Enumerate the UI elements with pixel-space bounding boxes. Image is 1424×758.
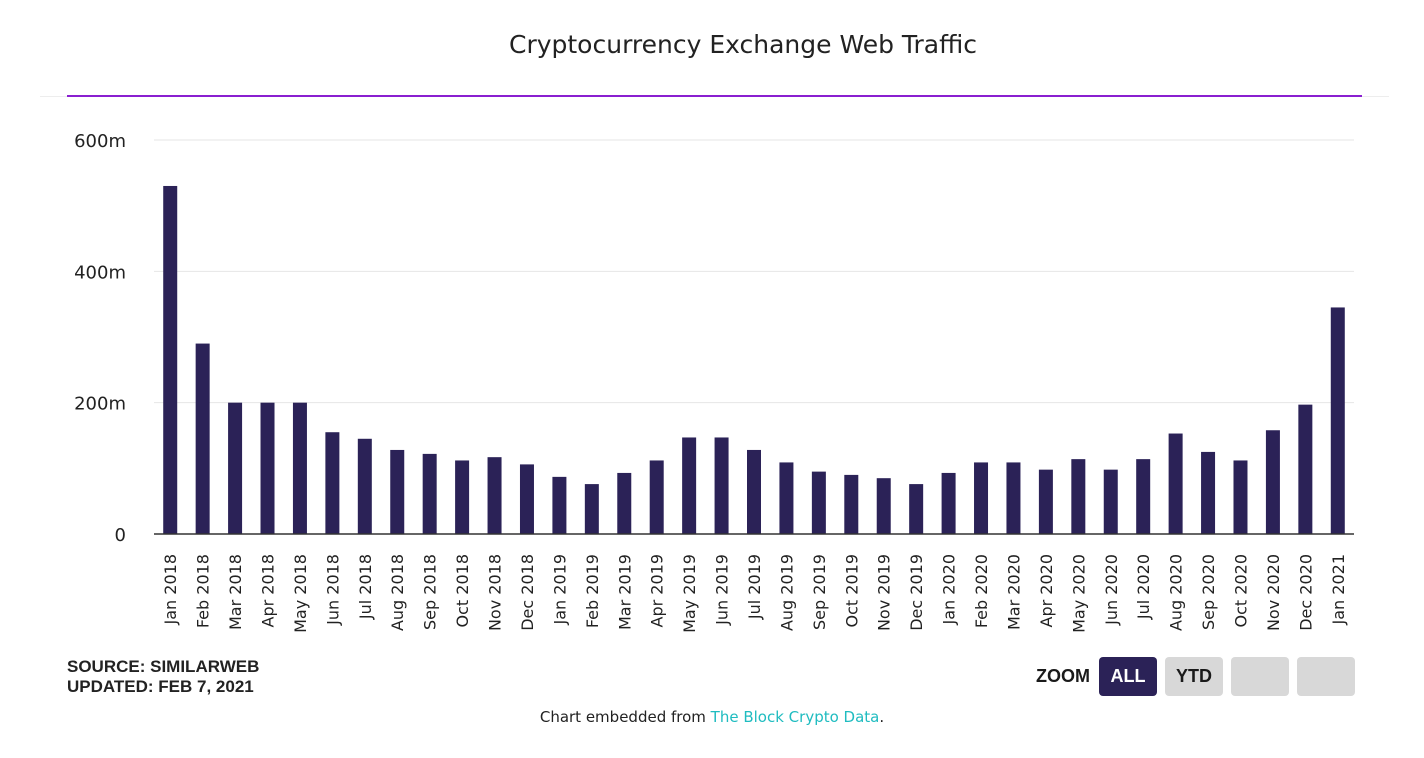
x-tick-label: Jun 2018: [323, 554, 342, 626]
bar: [390, 449, 405, 534]
source-info: SOURCE: SIMILARWEB UPDATED: FEB 7, 2021: [67, 657, 259, 697]
x-tick-label: Aug 2019: [777, 554, 796, 631]
bar: [941, 472, 956, 534]
embed-note: Chart embedded from The Block Crypto Dat…: [0, 708, 1424, 726]
x-tick-label: Feb 2018: [194, 554, 213, 628]
bar: [747, 449, 761, 534]
x-tick-label: May 2018: [291, 554, 310, 633]
accent-line: [67, 95, 1362, 97]
zoom-ytd-button[interactable]: YTD: [1165, 657, 1223, 696]
bar: [1103, 469, 1118, 534]
bar: [974, 462, 989, 534]
bar: [876, 478, 891, 534]
bar: [779, 462, 794, 534]
x-tick-label: Mar 2019: [615, 554, 634, 630]
zoom-all-button[interactable]: ALL: [1099, 657, 1157, 696]
x-tick-label: Aug 2018: [388, 554, 407, 631]
y-tick-label: 200m: [74, 394, 126, 415]
embed-prefix: Chart embedded from: [539, 708, 711, 726]
bar-chart: 0 200m 400m 600m Jan 2018 Feb 2018 Mar 2018 Apr…: [74, 131, 1354, 633]
bar: [584, 484, 599, 534]
bar: [1168, 433, 1183, 534]
bar: [1136, 459, 1151, 534]
y-tick-label: 0: [115, 525, 126, 546]
bar: [909, 484, 924, 534]
bar: [1330, 307, 1345, 534]
x-tick-label: Nov 2020: [1264, 554, 1283, 631]
bar: [1233, 460, 1248, 534]
y-tick-label: 600m: [74, 131, 126, 152]
bar: [292, 402, 307, 534]
x-tick-label: Dec 2020: [1296, 554, 1315, 631]
x-tick-label: Jan 2019: [550, 554, 569, 625]
x-tick-label: Jan 2021: [1329, 554, 1348, 625]
x-tick-label: Apr 2019: [648, 554, 667, 627]
x-tick-label: Aug 2020: [1167, 554, 1186, 631]
bar: [714, 437, 729, 534]
zoom-blank-button-2[interactable]: [1297, 657, 1355, 696]
bar: [1265, 430, 1280, 534]
x-tick-label: Oct 2018: [453, 554, 472, 627]
bar: [1201, 451, 1216, 534]
bar: [552, 476, 567, 534]
x-tick-label: Mar 2018: [226, 554, 245, 630]
x-tick-label: Feb 2019: [583, 554, 602, 628]
x-tick-label: Mar 2020: [1004, 554, 1023, 630]
bar: [357, 438, 372, 534]
x-tick-label: Jan 2018: [161, 554, 180, 625]
bar: [195, 343, 210, 534]
x-tick-label: Dec 2019: [907, 554, 926, 631]
x-tick-label: Jan 2020: [940, 554, 959, 625]
bar: [260, 402, 275, 534]
x-tick-label: Oct 2019: [842, 554, 861, 627]
bar: [455, 460, 470, 534]
embed-suffix: .: [879, 708, 885, 726]
x-tick-label: Jun 2019: [713, 554, 732, 626]
bar: [228, 402, 243, 534]
bar: [422, 453, 437, 534]
embed-link[interactable]: The Block Crypto Data: [710, 708, 880, 726]
bar: [617, 472, 632, 534]
x-tick-label: Nov 2019: [875, 554, 894, 631]
x-tick-label: Oct 2020: [1231, 554, 1250, 627]
bar: [1006, 462, 1021, 534]
bar: [649, 460, 664, 534]
updated-label: UPDATED: FEB 7, 2021: [67, 677, 254, 696]
bar: [844, 474, 859, 534]
x-tick-label: Apr 2020: [1037, 554, 1056, 627]
zoom-controls: ZOOM ALL YTD: [1036, 657, 1355, 696]
x-tick-label: Sep 2020: [1199, 554, 1218, 630]
x-tick-label: May 2019: [680, 554, 699, 633]
bar: [519, 464, 534, 534]
bar: [1071, 459, 1086, 534]
x-tick-label: Dec 2018: [518, 554, 537, 631]
x-tick-label: Apr 2018: [259, 554, 278, 627]
y-tick-label: 400m: [74, 262, 126, 283]
bar: [487, 457, 502, 534]
x-tick-label: Feb 2020: [972, 554, 991, 628]
x-tick-label: Jul 2019: [745, 554, 764, 620]
bar: [325, 432, 340, 534]
x-tick-label: Jul 2018: [356, 554, 375, 620]
x-tick-label: Jul 2020: [1134, 554, 1153, 620]
bar: [811, 471, 826, 534]
x-tick-label: Jun 2020: [1102, 554, 1121, 626]
x-tick-label: May 2020: [1069, 554, 1088, 633]
bar: [163, 185, 178, 534]
zoom-label: ZOOM: [1036, 666, 1090, 686]
source-label: SOURCE: SIMILARWEB: [67, 657, 260, 676]
x-tick-label: Sep 2019: [810, 554, 829, 630]
bar: [1298, 404, 1313, 534]
zoom-blank-button-1[interactable]: [1231, 657, 1289, 696]
chart-title: Cryptocurrency Exchange Web Traffic: [508, 30, 978, 59]
x-tick-label: Nov 2018: [486, 554, 505, 631]
bar: [1038, 469, 1053, 534]
bar: [682, 437, 697, 534]
x-tick-label: Sep 2018: [421, 554, 440, 630]
